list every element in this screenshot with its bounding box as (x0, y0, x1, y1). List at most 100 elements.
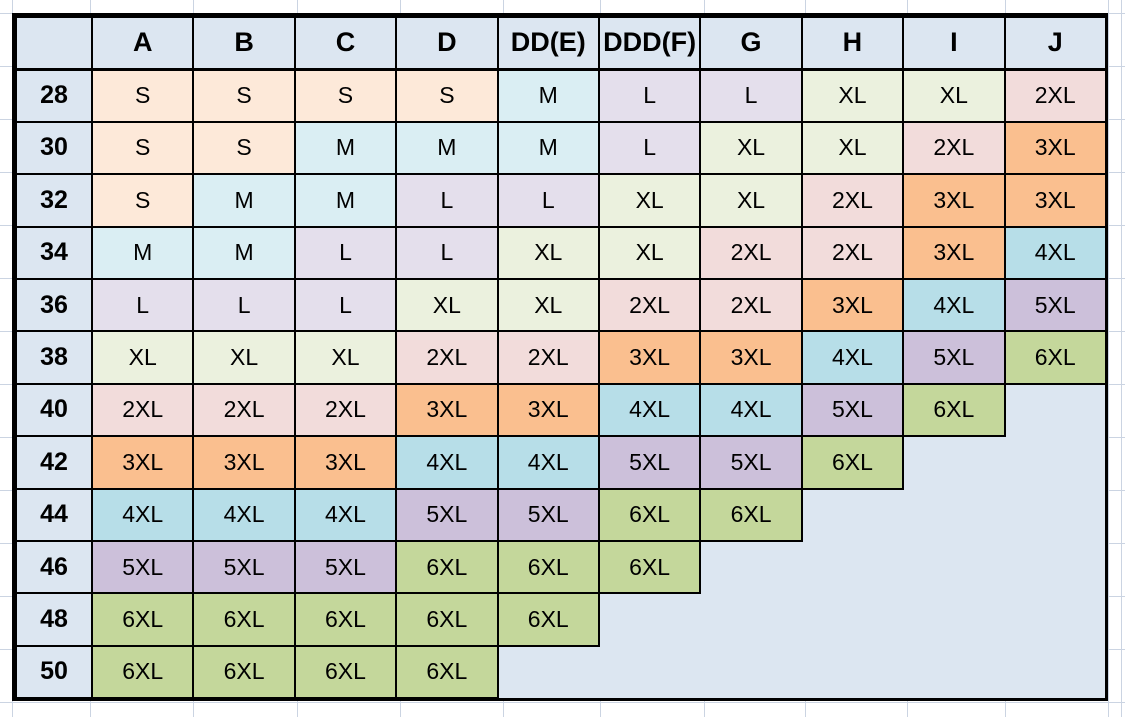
size-cell[interactable]: M (496, 120, 600, 176)
size-cell[interactable]: XL (800, 120, 905, 176)
size-cell[interactable]: 2XL (800, 225, 905, 280)
size-cell[interactable]: XL (699, 173, 803, 228)
size-cell[interactable]: 3XL (293, 435, 398, 490)
size-cell[interactable]: 4XL (496, 435, 600, 490)
empty-cell[interactable] (700, 541, 801, 593)
column-header[interactable]: D (395, 15, 499, 71)
size-cell[interactable]: 3XL (699, 330, 803, 385)
size-cell[interactable]: 6XL (496, 592, 600, 647)
size-cell[interactable]: L (496, 173, 600, 228)
empty-cell[interactable] (903, 541, 1004, 593)
row-header[interactable]: 36 (15, 277, 93, 333)
size-cell[interactable]: L (293, 277, 398, 333)
size-cell[interactable]: 6XL (395, 592, 499, 647)
size-cell[interactable]: 2XL (902, 120, 1006, 176)
size-cell[interactable]: 5XL (90, 539, 195, 595)
size-cell[interactable]: 2XL (699, 225, 803, 280)
size-cell[interactable]: 2XL (800, 173, 905, 228)
empty-cell[interactable] (903, 436, 1004, 488)
empty-cell[interactable] (1005, 593, 1106, 645)
size-cell[interactable]: XL (597, 173, 702, 228)
size-cell[interactable]: L (293, 225, 398, 280)
size-cell[interactable]: M (192, 173, 296, 228)
size-cell[interactable]: L (597, 120, 702, 176)
row-header[interactable]: 44 (15, 487, 93, 542)
size-cell[interactable]: L (192, 277, 296, 333)
size-cell[interactable]: 6XL (800, 435, 905, 490)
size-cell[interactable]: L (90, 277, 195, 333)
empty-cell[interactable] (903, 489, 1004, 541)
size-cell[interactable]: XL (496, 277, 600, 333)
size-cell[interactable]: 6XL (597, 487, 702, 542)
size-cell[interactable]: 3XL (902, 173, 1006, 228)
row-header[interactable]: 50 (15, 644, 93, 700)
size-cell[interactable]: 2XL (395, 330, 499, 385)
size-cell[interactable]: M (293, 120, 398, 176)
size-cell[interactable]: 2XL (496, 330, 600, 385)
size-cell[interactable]: 2XL (192, 382, 296, 438)
row-header[interactable]: 30 (15, 120, 93, 176)
corner-cell[interactable] (15, 15, 93, 71)
empty-cell[interactable] (1005, 646, 1106, 698)
size-cell[interactable]: XL (496, 225, 600, 280)
empty-cell[interactable] (802, 541, 903, 593)
size-cell[interactable]: 4XL (293, 487, 398, 542)
size-cell[interactable]: 6XL (1003, 330, 1107, 385)
size-cell[interactable]: L (395, 225, 499, 280)
size-cell[interactable]: S (90, 173, 195, 228)
size-cell[interactable]: XL (90, 330, 195, 385)
size-cell[interactable]: S (293, 68, 398, 123)
size-cell[interactable]: 6XL (293, 592, 398, 647)
size-cell[interactable]: 3XL (597, 330, 702, 385)
size-cell[interactable]: 3XL (1003, 173, 1107, 228)
size-cell[interactable]: 6XL (90, 644, 195, 700)
size-cell[interactable]: 5XL (395, 487, 499, 542)
size-cell[interactable]: 5XL (800, 382, 905, 438)
size-cell[interactable]: 4XL (597, 382, 702, 438)
size-cell[interactable]: XL (293, 330, 398, 385)
column-header[interactable]: J (1003, 15, 1107, 71)
row-header[interactable]: 32 (15, 173, 93, 228)
row-header[interactable]: 28 (15, 68, 93, 123)
size-cell[interactable]: L (395, 173, 499, 228)
size-cell[interactable]: 5XL (902, 330, 1006, 385)
size-cell[interactable]: 3XL (395, 382, 499, 438)
empty-cell[interactable] (700, 593, 801, 645)
size-cell[interactable]: M (90, 225, 195, 280)
size-cell[interactable]: XL (192, 330, 296, 385)
empty-cell[interactable] (599, 593, 700, 645)
column-header[interactable]: H (800, 15, 905, 71)
size-cell[interactable]: 6XL (395, 539, 499, 595)
column-header[interactable]: B (192, 15, 296, 71)
size-cell[interactable]: M (496, 68, 600, 123)
size-cell[interactable]: 3XL (496, 382, 600, 438)
size-cell[interactable]: 5XL (192, 539, 296, 595)
column-header[interactable]: C (293, 15, 398, 71)
size-cell[interactable]: 5XL (597, 435, 702, 490)
size-cell[interactable]: 6XL (192, 592, 296, 647)
empty-cell[interactable] (1005, 384, 1106, 436)
size-cell[interactable]: M (192, 225, 296, 280)
size-cell[interactable]: 2XL (293, 382, 398, 438)
size-cell[interactable]: 4XL (192, 487, 296, 542)
empty-cell[interactable] (802, 593, 903, 645)
size-cell[interactable]: 5XL (1003, 277, 1107, 333)
column-header[interactable]: DDD(F) (597, 15, 702, 71)
empty-cell[interactable] (498, 646, 599, 698)
size-cell[interactable]: S (192, 68, 296, 123)
size-cell[interactable]: 6XL (90, 592, 195, 647)
size-cell[interactable]: XL (902, 68, 1006, 123)
size-cell[interactable]: 2XL (699, 277, 803, 333)
size-cell[interactable]: M (395, 120, 499, 176)
size-cell[interactable]: 6XL (192, 644, 296, 700)
size-cell[interactable]: 2XL (1003, 68, 1107, 123)
row-header[interactable]: 34 (15, 225, 93, 280)
size-cell[interactable]: 3XL (90, 435, 195, 490)
size-cell[interactable]: S (90, 68, 195, 123)
size-cell[interactable]: XL (800, 68, 905, 123)
size-cell[interactable]: XL (597, 225, 702, 280)
size-cell[interactable]: S (90, 120, 195, 176)
column-header[interactable]: I (902, 15, 1006, 71)
empty-cell[interactable] (1005, 436, 1106, 488)
size-cell[interactable]: 2XL (90, 382, 195, 438)
